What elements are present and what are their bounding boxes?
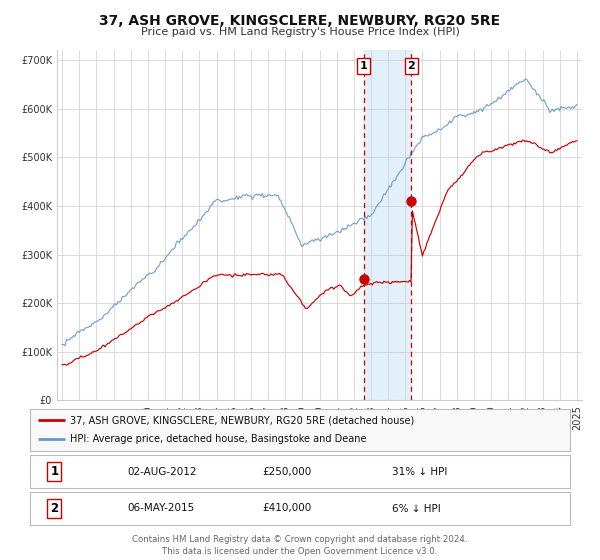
Text: 06-MAY-2015: 06-MAY-2015: [127, 503, 194, 514]
Text: 1: 1: [50, 465, 58, 478]
Text: Contains HM Land Registry data © Crown copyright and database right 2024.
This d: Contains HM Land Registry data © Crown c…: [132, 535, 468, 556]
Text: HPI: Average price, detached house, Basingstoke and Deane: HPI: Average price, detached house, Basi…: [71, 435, 367, 445]
Text: 6% ↓ HPI: 6% ↓ HPI: [392, 503, 440, 514]
Text: 2: 2: [50, 502, 58, 515]
Text: 37, ASH GROVE, KINGSCLERE, NEWBURY, RG20 5RE (detached house): 37, ASH GROVE, KINGSCLERE, NEWBURY, RG20…: [71, 415, 415, 425]
Text: 37, ASH GROVE, KINGSCLERE, NEWBURY, RG20 5RE: 37, ASH GROVE, KINGSCLERE, NEWBURY, RG20…: [100, 14, 500, 28]
Text: £250,000: £250,000: [262, 466, 311, 477]
Text: 2: 2: [407, 61, 415, 71]
Bar: [364, 50, 411, 400]
Text: £410,000: £410,000: [262, 503, 311, 514]
Text: 02-AUG-2012: 02-AUG-2012: [127, 466, 197, 477]
Text: 1: 1: [360, 61, 368, 71]
Text: 31% ↓ HPI: 31% ↓ HPI: [392, 466, 447, 477]
Text: Price paid vs. HM Land Registry's House Price Index (HPI): Price paid vs. HM Land Registry's House …: [140, 27, 460, 37]
